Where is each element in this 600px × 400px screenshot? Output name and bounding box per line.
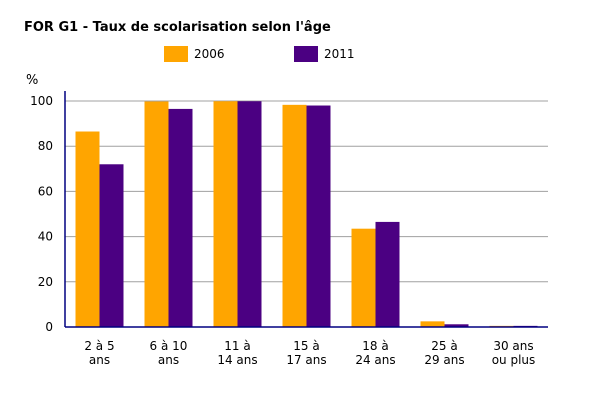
bar-2011 xyxy=(168,108,193,327)
x-tick-label: 18 à 24 ans xyxy=(355,339,395,367)
bar-2006 xyxy=(213,101,238,327)
x-tick-label: 15 à 17 ans xyxy=(286,339,326,367)
legend-swatch-2006 xyxy=(164,46,188,62)
x-tick-label: 25 à 29 ans xyxy=(424,339,464,367)
bar-2006 xyxy=(144,101,169,328)
x-tick-label: 2 à 5 ans xyxy=(84,339,114,367)
x-tick-label: 30 ans ou plus xyxy=(492,339,536,367)
bar-2011 xyxy=(237,101,262,327)
bar-2006 xyxy=(75,131,100,327)
x-tick-label: 11 à 14 ans xyxy=(217,339,257,367)
legend-swatch-2011 xyxy=(294,46,318,62)
y-tick-label: 100 xyxy=(30,94,53,108)
bar-2006 xyxy=(420,321,445,327)
legend-label-2011: 2011 xyxy=(324,47,355,61)
x-tick-label: 6 à 10 ans xyxy=(150,339,188,367)
chart-title: FOR G1 - Taux de scolarisation selon l'â… xyxy=(24,20,331,35)
y-tick-label: 40 xyxy=(38,230,53,244)
y-tick-label: 60 xyxy=(38,184,53,198)
y-tick-label: 0 xyxy=(45,320,53,334)
bar-2011 xyxy=(375,221,400,327)
y-axis-label: % xyxy=(26,73,38,88)
legend-label-2006: 2006 xyxy=(194,47,225,61)
bar-2006 xyxy=(282,104,307,327)
y-tick-label: 20 xyxy=(38,275,53,289)
y-tick-label: 80 xyxy=(38,139,53,153)
bar-2011 xyxy=(306,105,331,328)
bar-2011 xyxy=(444,324,469,327)
bar-2011 xyxy=(99,164,124,327)
bar-2006 xyxy=(351,228,376,327)
